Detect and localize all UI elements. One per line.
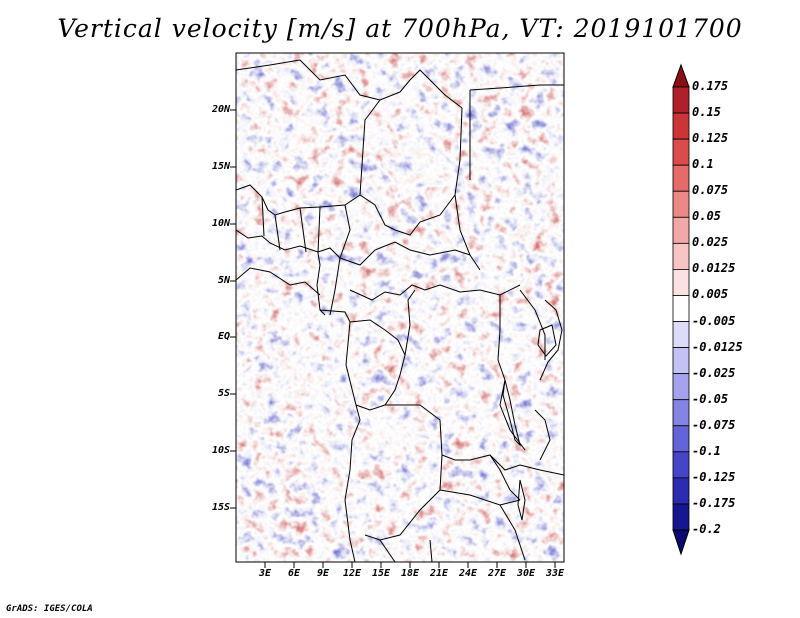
colorbar-swatch bbox=[672, 86, 690, 114]
lon-label-15e: 15E bbox=[371, 568, 391, 579]
colorbar-label: -0.0125 bbox=[692, 339, 743, 354]
colorbar-label: 0.125 bbox=[692, 131, 729, 146]
colorbar-swatch bbox=[672, 269, 690, 296]
map-title: Vertical velocity [m/s] at 700hPa, VT: 2… bbox=[57, 14, 743, 43]
lat-label-5s: 5S bbox=[217, 388, 230, 399]
colorbar-label: -0.075 bbox=[692, 417, 736, 432]
colorbar-label: 0.05 bbox=[692, 209, 721, 224]
colorbar-swatch bbox=[672, 503, 690, 531]
colorbar-swatch bbox=[672, 373, 690, 401]
colorbar-label: -0.05 bbox=[692, 391, 729, 406]
colorbar-swatch bbox=[672, 477, 690, 505]
colorbar-swatch bbox=[672, 216, 690, 244]
colorbar-label: -0.025 bbox=[692, 365, 736, 380]
colorbar-swatch bbox=[672, 399, 690, 427]
colorbar-swatch bbox=[672, 347, 690, 375]
colorbar-label: -0.1 bbox=[692, 443, 721, 458]
lat-label-15s: 15S bbox=[211, 502, 230, 513]
colorbar-swatch bbox=[672, 164, 690, 192]
colorbar-label: -0.005 bbox=[692, 313, 736, 328]
lon-label-18e: 18E bbox=[400, 568, 420, 579]
colorbar-swatch bbox=[672, 242, 690, 270]
map-frame bbox=[235, 52, 565, 563]
lon-label-6e: 6E bbox=[287, 568, 301, 579]
grads-credit: GrADS: IGES/COLA bbox=[6, 604, 93, 614]
lat-label-5n: 5N bbox=[217, 275, 230, 286]
lat-label-eq: EQ bbox=[217, 331, 230, 342]
lon-label-9e: 9E bbox=[316, 568, 330, 579]
colorbar-swatch bbox=[672, 138, 690, 166]
lon-label-12e: 12E bbox=[342, 568, 362, 579]
lon-label-27e: 27E bbox=[487, 568, 507, 579]
lat-label-10n: 10N bbox=[211, 218, 230, 229]
lat-label-15n: 15N bbox=[211, 161, 230, 172]
lon-label-33e: 33E bbox=[545, 568, 565, 579]
lon-label-24e: 24E bbox=[458, 568, 478, 579]
colorbar-label: -0.175 bbox=[692, 495, 736, 510]
lat-label-20n: 20N bbox=[211, 104, 230, 115]
colorbar-label: 0.0125 bbox=[692, 261, 736, 276]
colorbar-label: 0.175 bbox=[692, 79, 729, 93]
colorbar-swatch bbox=[672, 112, 690, 140]
lon-label-21e: 21E bbox=[429, 568, 449, 579]
colorbar-swatch bbox=[672, 295, 690, 322]
lon-label-30e: 30E bbox=[516, 568, 536, 579]
colorbar-bottom-arrow bbox=[672, 529, 690, 556]
colorbar-label: -0.125 bbox=[692, 469, 736, 484]
colorbar-label: 0.025 bbox=[692, 235, 729, 250]
lon-label-3e: 3E bbox=[258, 568, 272, 579]
colorbar bbox=[672, 63, 690, 556]
colorbar-label: 0.075 bbox=[692, 183, 729, 198]
colorbar-label: 0.1 bbox=[692, 157, 714, 172]
lake-outlines bbox=[502, 324, 557, 521]
lat-label-10s: 10S bbox=[211, 445, 230, 456]
colorbar-top-arrow bbox=[672, 63, 690, 88]
lat-ticks bbox=[230, 109, 236, 509]
lon-ticks bbox=[264, 562, 556, 568]
colorbar-swatch bbox=[672, 190, 690, 218]
colorbar-swatch bbox=[672, 451, 690, 479]
colorbar-label: 0.15 bbox=[692, 105, 721, 120]
colorbar-label: -0.2 bbox=[692, 522, 721, 536]
colorbar-label: 0.005 bbox=[692, 287, 729, 302]
vertical-velocity-field bbox=[236, 53, 564, 562]
colorbar-swatch bbox=[672, 321, 690, 348]
colorbar-swatch bbox=[672, 425, 690, 453]
